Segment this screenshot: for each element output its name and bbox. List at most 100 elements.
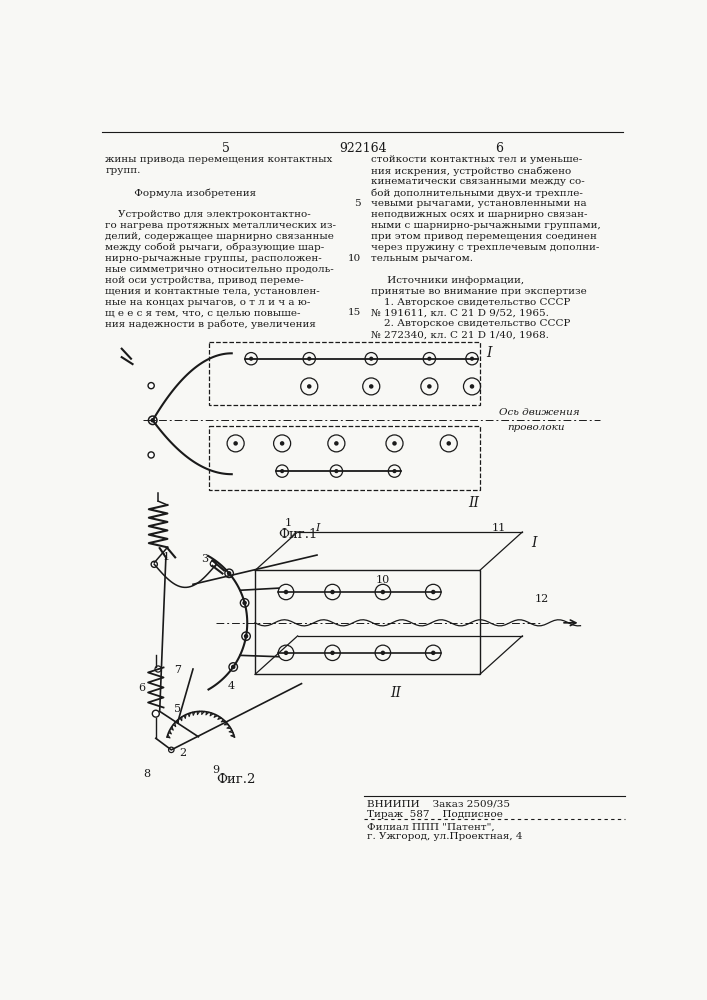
Circle shape bbox=[393, 442, 396, 445]
Text: 2: 2 bbox=[180, 748, 187, 758]
Text: чевыми рычагами, установленными на: чевыми рычагами, установленными на bbox=[371, 199, 587, 208]
Text: 1: 1 bbox=[285, 518, 292, 528]
Text: II: II bbox=[391, 686, 402, 700]
Text: ной оси устройства, привод переме-: ной оси устройства, привод переме- bbox=[105, 276, 304, 285]
Text: 6: 6 bbox=[139, 683, 146, 693]
Bar bbox=[209, 342, 480, 405]
Circle shape bbox=[428, 385, 431, 388]
Text: II: II bbox=[468, 496, 479, 510]
Text: принятые во внимание при экспертизе: принятые во внимание при экспертизе bbox=[371, 287, 587, 296]
Circle shape bbox=[281, 470, 284, 473]
Circle shape bbox=[335, 442, 338, 445]
Text: 2. Авторское свидетельство СССР: 2. Авторское свидетельство СССР bbox=[371, 319, 571, 328]
Text: 5: 5 bbox=[174, 704, 181, 714]
Circle shape bbox=[281, 442, 284, 445]
Text: ными с шарнирно-рычажными группами,: ными с шарнирно-рычажными группами, bbox=[371, 221, 601, 230]
Text: щения и контактные тела, установлен-: щения и контактные тела, установлен- bbox=[105, 287, 320, 296]
Text: 1. Авторское свидетельство СССР: 1. Авторское свидетельство СССР bbox=[371, 298, 571, 307]
Text: стойкости контактных тел и уменьше-: стойкости контактных тел и уменьше- bbox=[371, 155, 583, 164]
Text: Устройство для электроконтактно-: Устройство для электроконтактно- bbox=[105, 210, 311, 219]
Text: щ е е с я тем, что, с целью повыше-: щ е е с я тем, что, с целью повыше- bbox=[105, 308, 301, 317]
Text: делий, содержащее шарнирно связанные: делий, содержащее шарнирно связанные bbox=[105, 232, 334, 241]
Text: через пружину с трехплечевым дополни-: через пружину с трехплечевым дополни- bbox=[371, 243, 600, 252]
Text: Источники информации,: Источники информации, bbox=[371, 276, 525, 285]
Circle shape bbox=[228, 572, 230, 575]
Text: 11: 11 bbox=[492, 523, 506, 533]
Text: 12: 12 bbox=[534, 594, 549, 604]
Circle shape bbox=[331, 590, 334, 594]
Circle shape bbox=[225, 569, 233, 578]
Text: го нагрева протяжных металлических из-: го нагрева протяжных металлических из- bbox=[105, 221, 337, 230]
Circle shape bbox=[428, 357, 431, 360]
Text: I: I bbox=[532, 536, 537, 550]
Text: 10: 10 bbox=[348, 254, 361, 263]
Text: Филиал ППП "Патент",: Филиал ППП "Патент", bbox=[368, 822, 495, 831]
Circle shape bbox=[370, 385, 373, 388]
Text: жины привода перемещения контактных: жины привода перемещения контактных bbox=[105, 155, 333, 164]
Text: проволоки: проволоки bbox=[507, 423, 564, 432]
Text: 7: 7 bbox=[174, 665, 181, 675]
Text: кинематически связанными между со-: кинематически связанными между со- bbox=[371, 177, 585, 186]
Circle shape bbox=[232, 665, 235, 669]
Text: г. Ужгород, ул.Проектная, 4: г. Ужгород, ул.Проектная, 4 bbox=[368, 832, 523, 841]
Circle shape bbox=[148, 383, 154, 389]
Circle shape bbox=[168, 747, 174, 753]
Text: 10: 10 bbox=[375, 575, 390, 585]
Text: I: I bbox=[315, 523, 319, 533]
Circle shape bbox=[152, 710, 159, 717]
Text: ния надежности в работе, увеличения: ния надежности в работе, увеличения bbox=[105, 319, 316, 329]
Text: ные симметрично относительно продоль-: ные симметрично относительно продоль- bbox=[105, 265, 334, 274]
Circle shape bbox=[471, 357, 474, 360]
Text: 1: 1 bbox=[163, 552, 170, 562]
Circle shape bbox=[370, 357, 373, 360]
Circle shape bbox=[381, 590, 385, 594]
Circle shape bbox=[308, 385, 311, 388]
Text: 5: 5 bbox=[354, 199, 361, 208]
Circle shape bbox=[151, 419, 154, 422]
Text: ные на концах рычагов, о т л и ч а ю-: ные на концах рычагов, о т л и ч а ю- bbox=[105, 298, 311, 307]
Circle shape bbox=[234, 442, 237, 445]
Text: между собой рычаги, образующие шар-: между собой рычаги, образующие шар- bbox=[105, 243, 325, 252]
Text: № 272340, кл. С 21 D 1/40, 1968.: № 272340, кл. С 21 D 1/40, 1968. bbox=[371, 330, 549, 339]
Circle shape bbox=[245, 635, 247, 638]
Text: 4: 4 bbox=[227, 681, 234, 691]
Circle shape bbox=[210, 561, 216, 567]
Text: Ось движения: Ось движения bbox=[499, 408, 580, 417]
Circle shape bbox=[335, 470, 338, 473]
Text: 9: 9 bbox=[213, 765, 220, 775]
Circle shape bbox=[331, 651, 334, 654]
Circle shape bbox=[381, 651, 385, 654]
Text: ния искрения, устройство снабжено: ния искрения, устройство снабжено bbox=[371, 166, 571, 176]
Text: Тираж  587    Подписное: Тираж 587 Подписное bbox=[368, 810, 503, 819]
Circle shape bbox=[155, 666, 161, 672]
Text: групп.: групп. bbox=[105, 166, 141, 175]
Circle shape bbox=[432, 590, 435, 594]
Text: 8: 8 bbox=[143, 769, 150, 779]
Circle shape bbox=[284, 651, 288, 654]
Circle shape bbox=[448, 442, 450, 445]
Text: Фиг.1: Фиг.1 bbox=[278, 528, 317, 541]
Circle shape bbox=[308, 357, 310, 360]
Circle shape bbox=[432, 651, 435, 654]
Text: Фиг.2: Фиг.2 bbox=[216, 773, 255, 786]
Circle shape bbox=[250, 357, 252, 360]
Circle shape bbox=[148, 452, 154, 458]
Text: нирно-рычажные группы, расположен-: нирно-рычажные группы, расположен- bbox=[105, 254, 322, 263]
Circle shape bbox=[470, 385, 474, 388]
Circle shape bbox=[240, 599, 249, 607]
Text: 3: 3 bbox=[201, 554, 209, 564]
Text: 922164: 922164 bbox=[339, 142, 387, 155]
Bar bbox=[255, 570, 480, 674]
Text: № 191611, кл. С 21 D 9/52, 1965.: № 191611, кл. С 21 D 9/52, 1965. bbox=[371, 308, 549, 317]
Text: неподвижных осях и шарнирно связан-: неподвижных осях и шарнирно связан- bbox=[371, 210, 588, 219]
Circle shape bbox=[242, 632, 250, 640]
Circle shape bbox=[243, 601, 246, 604]
Text: 6: 6 bbox=[495, 142, 503, 155]
Circle shape bbox=[151, 561, 158, 567]
Text: бой дополнительными двух-и трехпле-: бой дополнительными двух-и трехпле- bbox=[371, 188, 583, 198]
Circle shape bbox=[148, 416, 157, 425]
Circle shape bbox=[393, 470, 396, 473]
Bar bbox=[209, 426, 480, 490]
Text: I: I bbox=[486, 346, 491, 360]
Text: 5: 5 bbox=[223, 142, 230, 155]
